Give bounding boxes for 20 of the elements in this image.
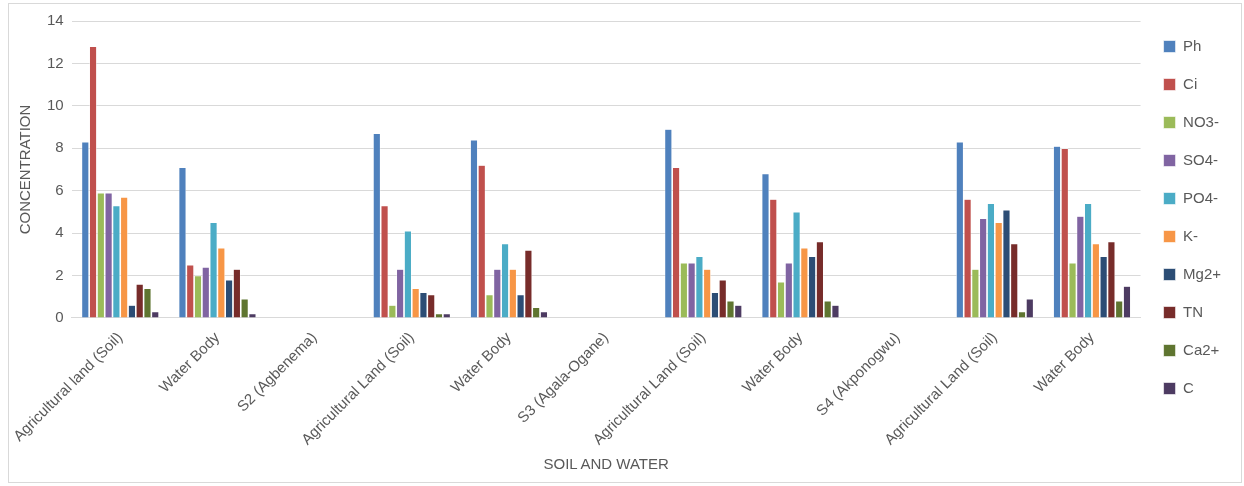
y-tick-label: 4 [55, 223, 64, 241]
y-tick-label: 0 [55, 308, 64, 326]
legend-label: Ph [1183, 36, 1202, 54]
legend-label: K- [1183, 226, 1199, 244]
y-tick-label: 12 [47, 53, 64, 71]
y-tick-label: 2 [55, 265, 64, 283]
legend-label: NO3- [1183, 112, 1219, 130]
legend-label: PO4- [1183, 188, 1219, 206]
legend-label: Ca2+ [1183, 340, 1220, 358]
y-axis-title: CONCENTRATION [16, 104, 34, 235]
legend-label: Mg2+ [1183, 264, 1222, 282]
y-tick-label: 10 [47, 95, 64, 113]
legend-label: Ci [1183, 74, 1198, 92]
legend-label: SO4- [1183, 150, 1219, 168]
legend-label: C [1183, 378, 1195, 396]
y-tick-label: 6 [55, 180, 64, 198]
x-axis-title: SOIL AND WATER [543, 455, 669, 473]
legend-label: TN [1183, 302, 1204, 320]
y-tick-label: 8 [55, 138, 64, 156]
y-tick-label: 14 [47, 11, 64, 29]
